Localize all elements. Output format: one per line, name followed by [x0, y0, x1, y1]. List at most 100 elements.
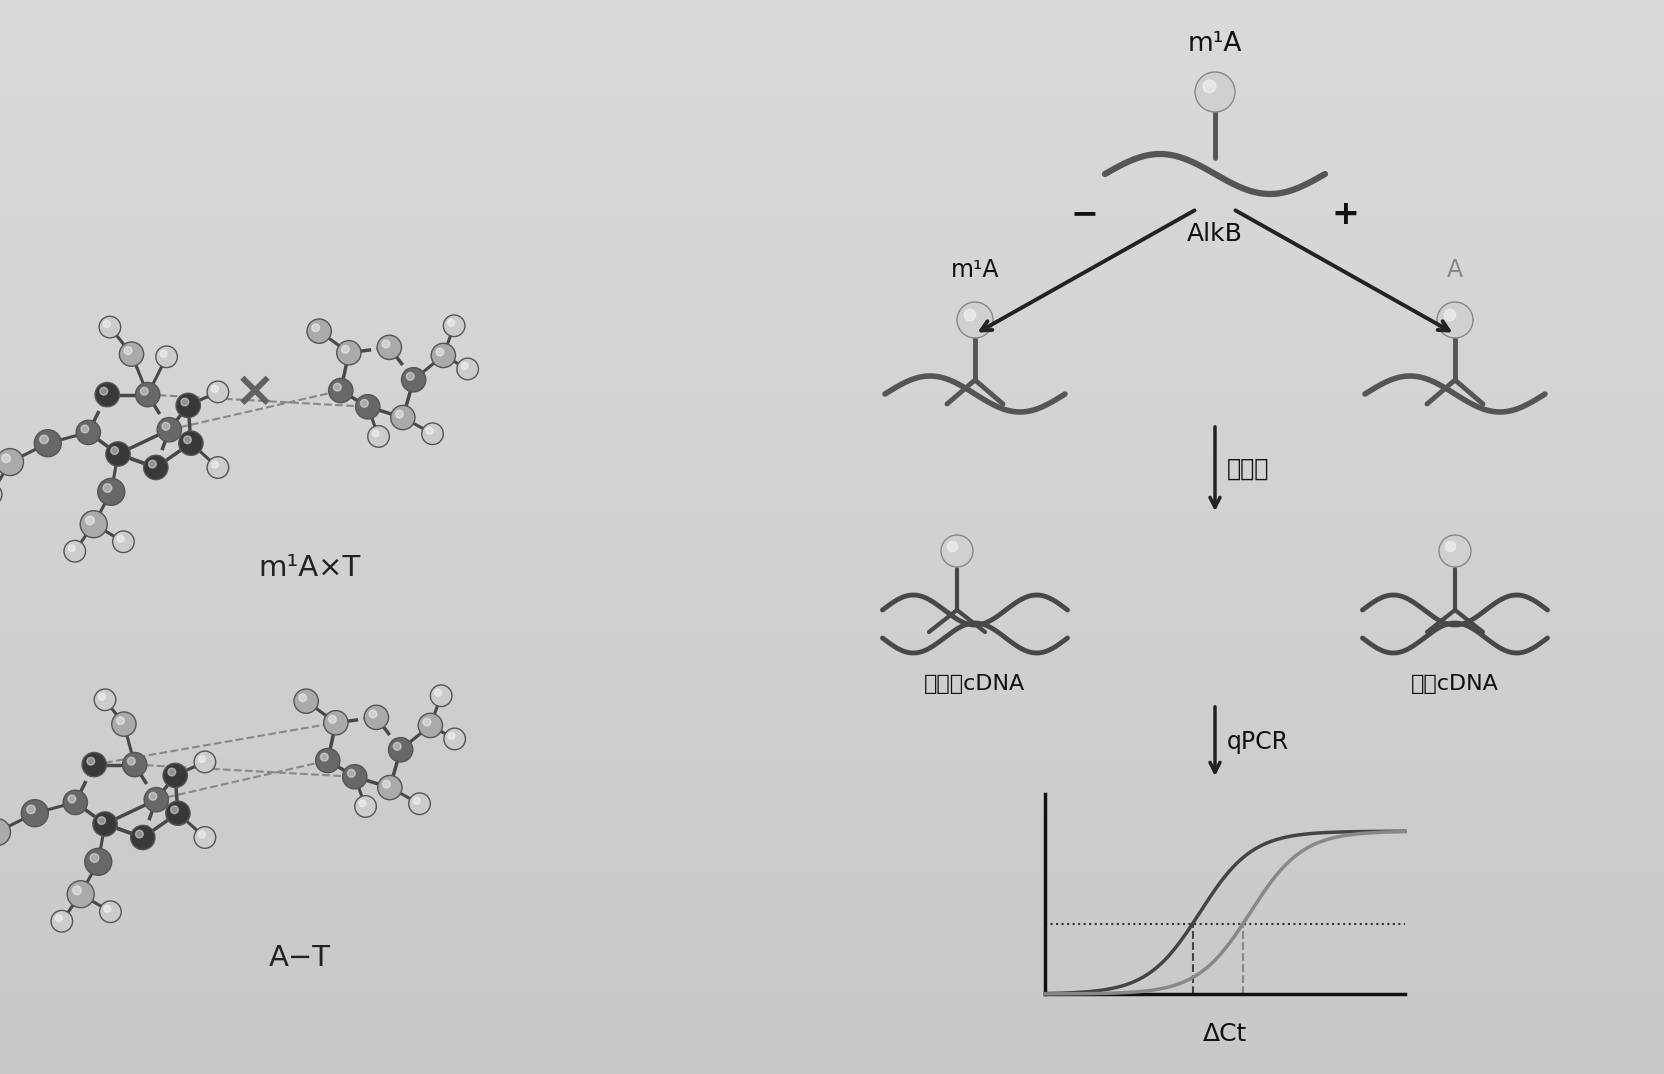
- Circle shape: [388, 738, 413, 761]
- Circle shape: [63, 540, 85, 562]
- Circle shape: [0, 483, 2, 505]
- Bar: [0, 289, 1664, 295]
- Circle shape: [336, 340, 361, 365]
- Circle shape: [35, 430, 62, 456]
- Bar: [0, 826, 1664, 832]
- Bar: [0, 488, 1664, 494]
- Bar: [0, 735, 1664, 741]
- Bar: [0, 536, 1664, 542]
- Circle shape: [963, 309, 975, 321]
- Bar: [0, 686, 1664, 693]
- Bar: [0, 278, 1664, 285]
- Circle shape: [421, 423, 443, 445]
- Bar: [0, 552, 1664, 558]
- Bar: [0, 15, 1664, 21]
- Bar: [0, 466, 1664, 473]
- Text: 逆转录: 逆转录: [1226, 458, 1268, 481]
- Bar: [0, 1046, 1664, 1053]
- Circle shape: [87, 757, 95, 765]
- Circle shape: [145, 787, 168, 812]
- Circle shape: [423, 719, 431, 726]
- Bar: [0, 214, 1664, 220]
- Circle shape: [378, 335, 401, 360]
- Circle shape: [359, 800, 366, 807]
- Bar: [0, 47, 1664, 54]
- Bar: [0, 1014, 1664, 1020]
- Circle shape: [95, 382, 120, 407]
- Bar: [0, 26, 1664, 32]
- Bar: [0, 364, 1664, 371]
- Bar: [0, 1057, 1664, 1063]
- Circle shape: [103, 483, 111, 492]
- Circle shape: [947, 541, 957, 552]
- Circle shape: [311, 324, 319, 332]
- Bar: [0, 869, 1664, 875]
- Text: m¹A: m¹A: [950, 258, 998, 282]
- Bar: [0, 90, 1664, 97]
- Circle shape: [434, 690, 441, 696]
- Bar: [0, 10, 1664, 16]
- Bar: [0, 246, 1664, 252]
- Circle shape: [448, 732, 454, 739]
- Bar: [0, 799, 1664, 806]
- Circle shape: [106, 441, 130, 466]
- Bar: [0, 831, 1664, 838]
- Circle shape: [295, 690, 318, 713]
- Bar: [0, 305, 1664, 311]
- Bar: [0, 863, 1664, 870]
- Circle shape: [378, 775, 401, 800]
- Circle shape: [341, 346, 349, 353]
- Text: m¹A×T: m¹A×T: [258, 554, 361, 582]
- Circle shape: [328, 715, 336, 723]
- Bar: [0, 906, 1664, 913]
- Bar: [0, 531, 1664, 537]
- Circle shape: [90, 854, 98, 862]
- Circle shape: [371, 430, 379, 437]
- Circle shape: [391, 405, 414, 430]
- Bar: [0, 300, 1664, 306]
- Circle shape: [100, 317, 120, 338]
- Bar: [0, 471, 1664, 478]
- Circle shape: [178, 431, 203, 455]
- Bar: [0, 144, 1664, 150]
- Circle shape: [143, 455, 168, 480]
- Circle shape: [93, 812, 116, 837]
- Bar: [0, 375, 1664, 381]
- Bar: [0, 69, 1664, 75]
- Bar: [0, 294, 1664, 301]
- Bar: [0, 761, 1664, 768]
- Circle shape: [98, 694, 105, 700]
- Bar: [0, 547, 1664, 553]
- Bar: [0, 622, 1664, 628]
- Bar: [0, 1008, 1664, 1015]
- Circle shape: [1443, 309, 1454, 321]
- Circle shape: [27, 806, 35, 814]
- Bar: [0, 321, 1664, 328]
- Text: A: A: [1446, 258, 1463, 282]
- Bar: [0, 659, 1664, 666]
- Circle shape: [80, 511, 106, 538]
- Bar: [0, 267, 1664, 274]
- Bar: [0, 224, 1664, 231]
- Bar: [0, 616, 1664, 623]
- Bar: [0, 772, 1664, 779]
- Bar: [0, 982, 1664, 988]
- Circle shape: [103, 321, 110, 328]
- Circle shape: [166, 801, 190, 825]
- Bar: [0, 794, 1664, 800]
- Bar: [0, 396, 1664, 403]
- Bar: [0, 896, 1664, 902]
- Bar: [0, 149, 1664, 156]
- Bar: [0, 20, 1664, 27]
- Bar: [0, 949, 1664, 956]
- Circle shape: [103, 905, 111, 912]
- Bar: [0, 504, 1664, 510]
- Circle shape: [85, 848, 111, 875]
- Bar: [0, 654, 1664, 661]
- Circle shape: [67, 881, 95, 908]
- Bar: [0, 1051, 1664, 1058]
- Bar: [0, 627, 1664, 634]
- Bar: [0, 611, 1664, 618]
- Circle shape: [2, 454, 10, 463]
- Bar: [0, 182, 1664, 188]
